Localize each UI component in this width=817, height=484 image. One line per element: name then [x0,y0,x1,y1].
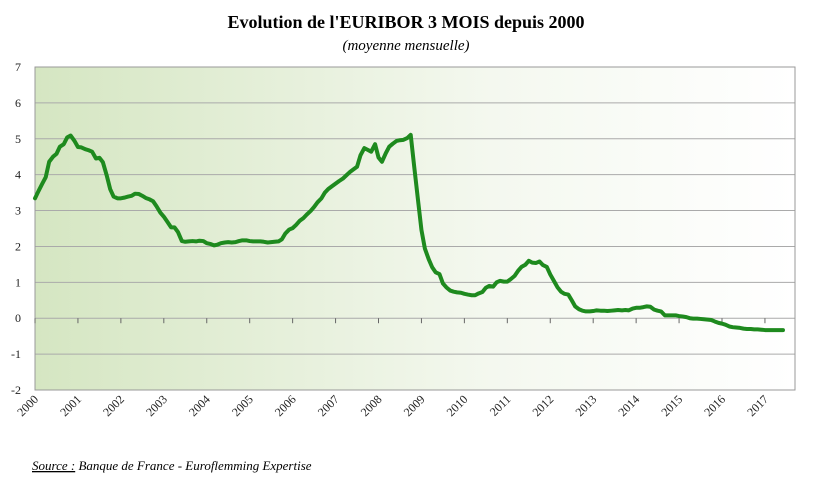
x-tick-label: 2010 [444,392,471,419]
x-tick-label: 2006 [272,392,299,419]
y-tick-label: 0 [15,311,21,325]
x-tick-label: 2012 [530,392,557,419]
x-tick-label: 2005 [229,392,256,419]
x-tick-label: 2003 [143,392,170,419]
x-tick-label: 2007 [315,392,342,419]
plot-border [34,66,796,391]
x-tick-label: 2004 [186,392,213,419]
x-tick-label: 2014 [615,392,642,419]
x-tick-label: 2008 [358,392,385,419]
chart-subtitle: (moyenne mensuelle) [342,38,469,54]
x-tick-label: 2013 [572,392,599,419]
y-tick-label: 7 [15,60,21,74]
x-tick-label: 2001 [57,392,84,419]
y-tick-label: 3 [15,204,21,218]
x-tick-label: 2016 [701,392,728,419]
chart-title: Evolution de l'EURIBOR 3 MOIS depuis 200… [227,12,584,32]
data-line [33,132,785,333]
source-label: Source : [32,458,75,473]
x-tick-label: 2017 [744,392,771,419]
source: Source : Banque de France - Euroflemming… [32,458,312,473]
x-tick-label: 2009 [401,392,428,419]
x-tick-label: 2015 [658,392,685,419]
y-tick-label: 6 [15,96,21,110]
x-tick-label: 2002 [100,392,127,419]
x-tick-label: 2011 [487,392,514,419]
y-tick-label: 4 [15,168,21,182]
y-tick-label: 2 [15,239,21,253]
plot-background [35,67,795,390]
source-text: Banque de France - Euroflemming Expertis… [78,458,311,473]
y-tick-label: -2 [11,383,21,397]
y-tick-label: 1 [15,275,21,289]
y-tick-label: 5 [15,132,21,146]
y-tick-label: -1 [11,347,21,361]
